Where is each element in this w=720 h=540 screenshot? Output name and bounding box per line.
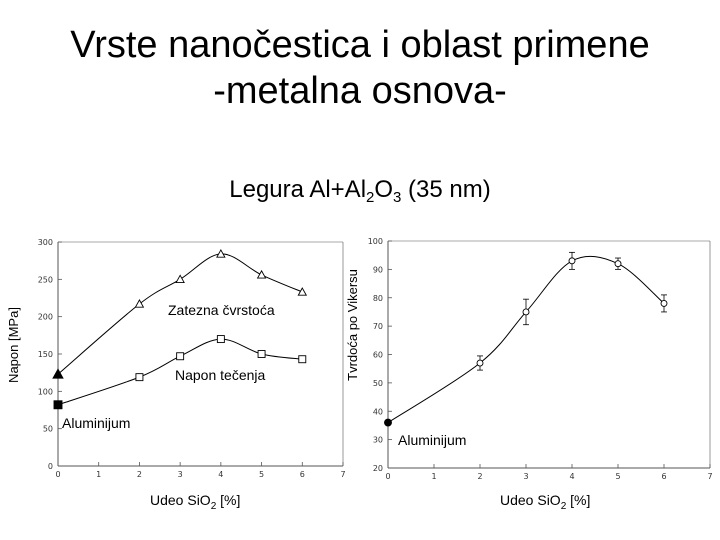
left-y-tick-label: 100 <box>38 387 53 396</box>
left-series-0-point <box>256 269 267 279</box>
right-x-tick-label: 6 <box>661 472 666 481</box>
left-series-label-yield: Napon tečenja <box>175 367 266 383</box>
left-series-1-point <box>53 400 63 410</box>
right-x-tick-label: 0 <box>385 472 390 481</box>
left-y-tick-label: 300 <box>38 238 53 247</box>
right-x-label-suffix: [%] <box>566 492 590 508</box>
right-series-0-point <box>522 308 530 316</box>
left-x-tick-label: 7 <box>340 470 345 479</box>
left-x-tick-label: 2 <box>137 470 142 479</box>
left-series-1-point <box>216 335 225 344</box>
right-y-tick-label: 90 <box>373 265 383 274</box>
right-y-tick-label: 60 <box>373 351 383 360</box>
title-line-1: Vrste nanočestica i oblast primene <box>70 24 650 66</box>
subtitle-sub-2: 3 <box>393 189 402 206</box>
left-series-0-point <box>175 274 185 283</box>
left-y-tick-label: 0 <box>48 462 53 471</box>
left-series-1-point <box>257 350 266 358</box>
subtitle-suffix: (35 nm) <box>401 176 491 203</box>
left-y-tick-label: 150 <box>38 350 53 359</box>
left-x-label-sub: 2 <box>211 501 217 512</box>
right-series-0-line <box>387 255 665 424</box>
right-x-label-sub: 2 <box>561 501 567 512</box>
subtitle-sub-1: 2 <box>366 189 375 206</box>
left-x-tick-label: 3 <box>178 470 183 479</box>
left-annotation-aluminium: Aluminijum <box>62 415 130 431</box>
left-series-1-point <box>298 355 307 364</box>
left-y-tick-label: 200 <box>38 313 53 322</box>
right-x-label-prefix: Udeo SiO <box>500 492 561 508</box>
right-y-tick-label: 70 <box>373 322 383 331</box>
right-y-tick-label: 50 <box>373 379 383 388</box>
left-series-0-point <box>134 299 145 308</box>
right-y-tick-label: 80 <box>373 294 383 303</box>
right-annotation-aluminium: Aluminijum <box>398 432 466 448</box>
right-y-tick-label: 30 <box>373 436 383 445</box>
right-x-tick-label: 5 <box>615 472 620 481</box>
slide-title: Vrste nanočestica i oblast primene -meta… <box>0 22 720 114</box>
left-series-1-point <box>135 373 144 382</box>
right-x-tick-label: 2 <box>477 472 482 481</box>
right-y-axis-label: Tvrdoća po Vikersu <box>345 269 360 381</box>
right-x-tick-label: 7 <box>707 472 712 481</box>
subtitle-prefix: Legura Al+Al <box>229 176 367 203</box>
left-series-0-point <box>297 287 308 296</box>
left-x-tick-label: 6 <box>300 470 305 479</box>
left-y-tick-label: 50 <box>43 425 53 434</box>
left-series-0-point <box>216 249 226 258</box>
left-y-tick-label: 250 <box>38 275 53 284</box>
right-series-0-point <box>568 257 576 265</box>
left-x-label-suffix: [%] <box>216 492 240 508</box>
right-y-tick-label: 40 <box>373 407 383 416</box>
right-y-tick-label: 100 <box>368 237 383 246</box>
right-x-tick-label: 4 <box>569 472 574 481</box>
left-x-tick-label: 4 <box>218 470 223 479</box>
left-series-0-point <box>52 368 64 379</box>
right-x-axis-label: Udeo SiO2 [%] <box>500 492 590 512</box>
slide-subtitle: Legura Al+Al2O3 (35 nm) <box>0 176 720 206</box>
right-series-0-point <box>660 299 668 307</box>
right-y-tick-label: 20 <box>373 464 383 473</box>
left-x-tick-label: 5 <box>259 470 264 479</box>
left-x-tick-label: 1 <box>96 470 101 479</box>
left-x-axis-label: Udeo SiO2 [%] <box>150 492 240 512</box>
title-line-2: -metalna osnova- <box>213 70 507 112</box>
right-series-0-point <box>614 260 622 268</box>
left-series-1-point <box>176 352 185 361</box>
left-y-axis-label: Napon [MPa] <box>6 307 21 383</box>
right-x-tick-label: 1 <box>431 472 436 481</box>
right-series-0-point <box>476 359 484 367</box>
left-x-label-prefix: Udeo SiO <box>150 492 211 508</box>
right-series-0-point <box>384 418 392 427</box>
right-x-tick-label: 3 <box>523 472 528 481</box>
left-series-label-tensile: Zatezna čvrstoća <box>168 302 275 318</box>
left-x-tick-label: 0 <box>55 470 60 479</box>
subtitle-mid: O <box>374 176 394 203</box>
